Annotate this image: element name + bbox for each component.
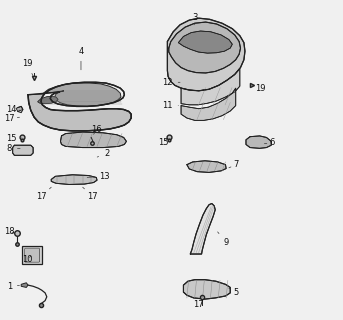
Polygon shape (38, 96, 58, 104)
Text: 3: 3 (192, 12, 198, 25)
Text: 18: 18 (4, 228, 14, 236)
Polygon shape (190, 204, 215, 254)
Polygon shape (25, 249, 39, 261)
Polygon shape (246, 136, 271, 148)
Polygon shape (181, 88, 236, 120)
Text: 13: 13 (87, 172, 110, 181)
Text: 15: 15 (158, 138, 168, 147)
Text: 16: 16 (91, 125, 102, 134)
Polygon shape (181, 69, 240, 105)
FancyBboxPatch shape (25, 248, 40, 262)
Polygon shape (169, 22, 240, 73)
Text: 19: 19 (22, 59, 33, 76)
Polygon shape (178, 31, 232, 53)
Text: 19: 19 (252, 84, 265, 92)
Text: 7: 7 (229, 160, 239, 169)
Polygon shape (187, 161, 226, 172)
Polygon shape (13, 145, 33, 155)
Text: 14: 14 (6, 105, 21, 114)
Polygon shape (16, 106, 23, 111)
Polygon shape (28, 94, 131, 131)
Text: 17: 17 (36, 187, 51, 201)
Polygon shape (51, 175, 97, 184)
Text: 5: 5 (229, 288, 238, 297)
Text: 11: 11 (162, 101, 178, 110)
Text: 9: 9 (217, 232, 229, 247)
Text: 17: 17 (83, 187, 97, 201)
Text: 8: 8 (7, 144, 20, 153)
Polygon shape (167, 18, 245, 91)
Text: 6: 6 (264, 138, 275, 147)
Polygon shape (21, 283, 28, 287)
Polygon shape (43, 83, 121, 106)
Polygon shape (184, 280, 230, 299)
Text: 4: 4 (78, 47, 84, 70)
Text: 17: 17 (193, 297, 204, 309)
Text: 1: 1 (7, 282, 20, 291)
Text: 10: 10 (22, 255, 33, 264)
Polygon shape (60, 132, 127, 148)
Text: 12: 12 (162, 78, 180, 87)
Polygon shape (22, 246, 43, 264)
Text: 17: 17 (4, 114, 20, 123)
Text: 15: 15 (6, 134, 22, 143)
Text: 2: 2 (97, 149, 109, 158)
